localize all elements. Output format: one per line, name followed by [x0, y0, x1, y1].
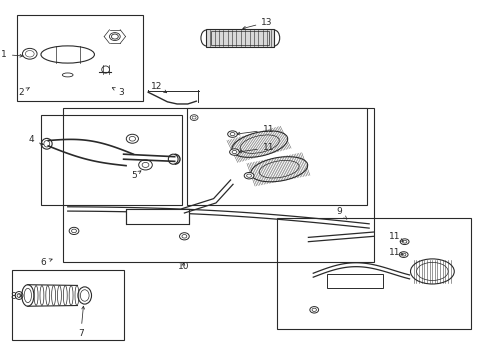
Text: 4: 4 — [28, 135, 43, 145]
Text: 11: 11 — [239, 143, 274, 153]
Ellipse shape — [400, 239, 408, 244]
Bar — [326, 274, 382, 288]
Bar — [276, 218, 470, 329]
Text: 8: 8 — [10, 292, 21, 301]
Ellipse shape — [229, 149, 239, 155]
Text: 11: 11 — [388, 248, 403, 257]
Text: 9: 9 — [335, 207, 346, 219]
Bar — [17, 15, 143, 101]
Text: 1: 1 — [1, 50, 23, 59]
Text: 11: 11 — [388, 232, 403, 242]
Text: 3: 3 — [112, 87, 124, 96]
Bar — [12, 270, 123, 339]
Text: 12: 12 — [151, 82, 166, 93]
Text: 11: 11 — [237, 125, 274, 135]
Text: 10: 10 — [177, 262, 189, 271]
Bar — [206, 29, 274, 47]
Ellipse shape — [399, 252, 407, 257]
Text: 13: 13 — [243, 18, 272, 29]
Bar — [41, 116, 182, 205]
Bar — [186, 108, 366, 205]
Text: 6: 6 — [41, 258, 52, 267]
Bar — [62, 108, 373, 262]
Text: 5: 5 — [131, 171, 141, 180]
Ellipse shape — [250, 157, 307, 182]
Text: 7: 7 — [78, 306, 84, 338]
Ellipse shape — [244, 172, 253, 179]
Ellipse shape — [231, 131, 287, 157]
Ellipse shape — [409, 259, 453, 284]
Bar — [211, 31, 269, 45]
Text: 2: 2 — [19, 87, 29, 96]
Bar — [126, 210, 189, 225]
Ellipse shape — [227, 131, 237, 137]
